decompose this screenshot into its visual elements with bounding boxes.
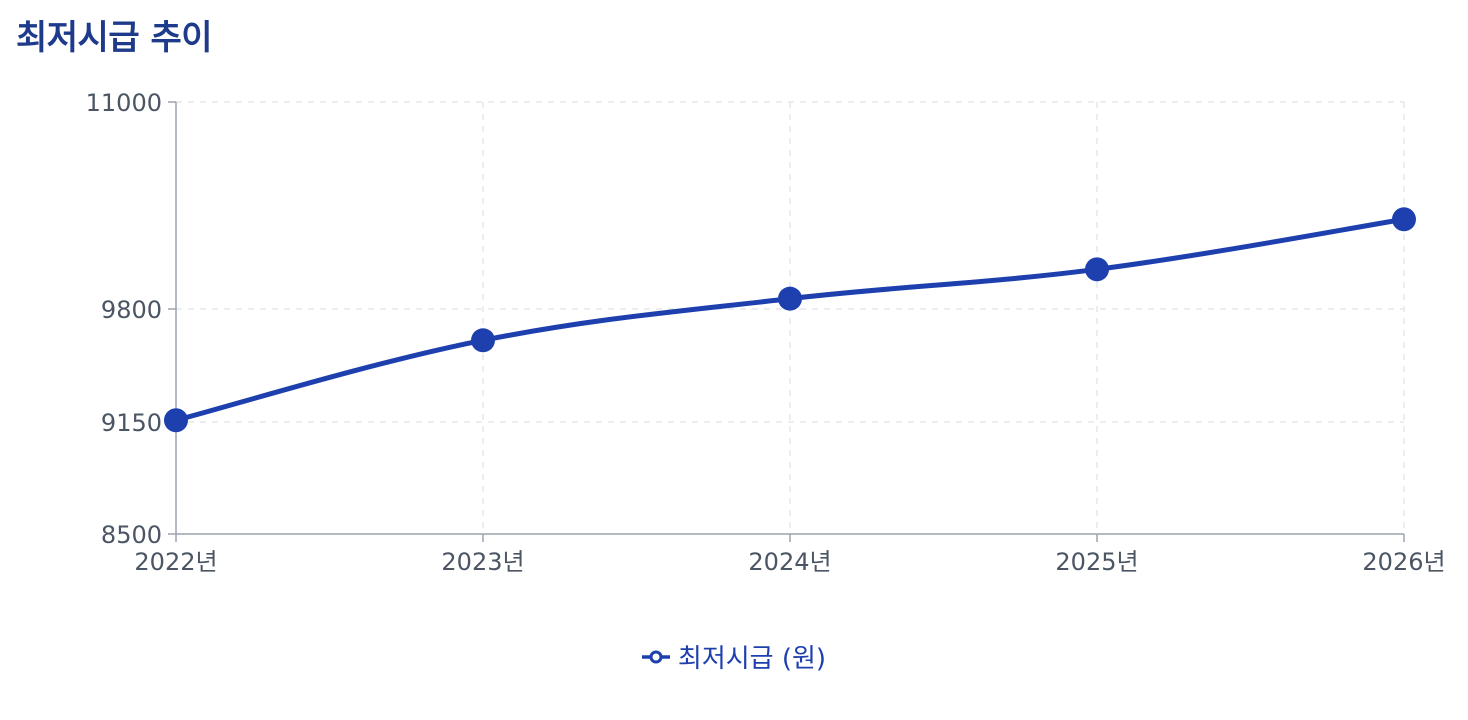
y-tick-label: 9800 [101,296,162,324]
x-tick-label: 2023년 [441,548,524,576]
y-tick-label: 8500 [101,521,162,549]
tick-labels: 8500 9150 9800 11000 2022년 2023년 2024년 2025년 202… [86,89,1446,576]
x-tick-label: 2026년 [1362,548,1445,576]
data-point[interactable] [778,286,802,311]
legend-line-marker-icon [641,650,670,663]
data-point[interactable] [1085,257,1109,282]
chart-title: 최저시급 추이 [16,18,213,58]
series-points [164,207,1416,433]
axes [168,101,1405,542]
line-chart: 8500 9150 9800 11000 2022년 2023년 2024년 2025년 202… [86,89,1446,576]
legend-label: 최저시급 (원) [677,644,827,674]
y-tick-label: 11000 [86,89,162,117]
y-tick-label: 9150 [101,409,162,437]
data-point[interactable] [164,408,188,433]
data-point[interactable] [1392,207,1416,232]
x-tick-label: 2024년 [748,548,831,576]
grid-lines [176,101,1405,534]
data-point[interactable] [471,328,495,353]
x-tick-label: 2022년 [134,548,217,576]
x-tick-label: 2025년 [1055,548,1138,576]
legend[interactable]: 최저시급 (원) [0,638,1468,675]
